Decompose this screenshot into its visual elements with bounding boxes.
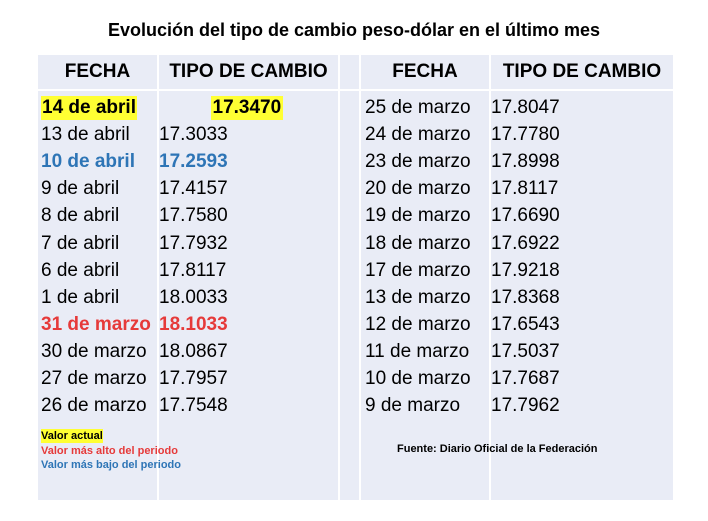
rate-cell: 17.7687 bbox=[491, 368, 560, 389]
date-cell: 8 de abril bbox=[41, 205, 120, 227]
rate-cell: 17.3033 bbox=[159, 124, 228, 146]
rate-cell: 17.8368 bbox=[491, 286, 560, 308]
rate-cell: 18.0033 bbox=[159, 286, 228, 308]
rate-cell: 17.7580 bbox=[159, 205, 228, 227]
date-cell: 10 de abril bbox=[41, 151, 135, 173]
header-rule bbox=[38, 89, 673, 91]
date-cell: 31 de marzo bbox=[41, 313, 151, 335]
legend-item: Valor más alto del periodo bbox=[41, 444, 178, 457]
date-cell: 17 de marzo bbox=[365, 259, 471, 281]
rate-cell: 17.7780 bbox=[491, 124, 560, 146]
rate-cell: 17.8998 bbox=[491, 151, 560, 173]
legend-item: Valor actual bbox=[41, 429, 103, 443]
date-cell: 11 de marzo bbox=[365, 340, 470, 362]
date-cell: 13 de abril bbox=[41, 124, 130, 146]
date-cell: 1 de abril bbox=[41, 286, 120, 308]
column-header: TIPO DE CAMBIO bbox=[502, 61, 662, 82]
date-cell: 27 de marzo bbox=[41, 368, 147, 389]
date-cell: 23 de marzo bbox=[365, 151, 471, 173]
rate-cell: 17.7962 bbox=[491, 395, 560, 417]
rate-cell: 17.6543 bbox=[491, 313, 560, 335]
column-bg bbox=[491, 55, 673, 500]
date-cell: 9 de marzo bbox=[365, 395, 461, 417]
source: Fuente: Diario Oficial de la Federación bbox=[397, 443, 598, 455]
date-cell: 20 de marzo bbox=[365, 178, 471, 200]
date-cell: 13 de marzo bbox=[365, 286, 471, 308]
legend-item: Valor más bajo del periodo bbox=[41, 459, 181, 471]
column-header: FECHA bbox=[64, 61, 131, 82]
date-cell: 19 de marzo bbox=[365, 205, 471, 227]
title: Evolución del tipo de cambio peso-dólar … bbox=[107, 20, 601, 40]
rate-cell: 17.7957 bbox=[159, 368, 228, 389]
date-cell: 12 de marzo bbox=[365, 313, 471, 335]
column-header: FECHA bbox=[392, 61, 458, 82]
date-cell: 10 de marzo bbox=[365, 368, 471, 389]
rate-cell: 17.2593 bbox=[159, 151, 228, 173]
rate-cell: 18.1033 bbox=[159, 313, 228, 335]
rate-cell: 17.4157 bbox=[159, 178, 228, 200]
column-bg bbox=[361, 55, 489, 500]
rate-cell: 17.7932 bbox=[159, 232, 228, 254]
column-bg bbox=[159, 55, 338, 500]
date-cell: 26 de marzo bbox=[41, 395, 147, 417]
date-cell: 7 de abril bbox=[41, 232, 120, 254]
rate-cell: 17.8117 bbox=[491, 178, 559, 200]
date-cell: 30 de marzo bbox=[41, 340, 147, 362]
rate-cell: 17.8117 bbox=[159, 259, 227, 281]
column-bg bbox=[340, 55, 359, 500]
column-header: TIPO DE CAMBIO bbox=[169, 61, 328, 82]
date-cell: 9 de abril bbox=[41, 178, 120, 200]
date-cell: 18 de marzo bbox=[365, 232, 471, 254]
rate-cell: 17.9218 bbox=[491, 259, 560, 281]
rate-cell: 17.8047 bbox=[491, 97, 560, 118]
date-cell: 25 de marzo bbox=[365, 97, 471, 118]
rate-cell: 17.7548 bbox=[159, 395, 228, 417]
column-bg bbox=[38, 55, 157, 500]
date-cell: 24 de marzo bbox=[365, 124, 471, 146]
date-cell: 6 de abril bbox=[41, 259, 120, 281]
date-cell: 14 de abril bbox=[41, 96, 137, 120]
rate-cell: 18.0867 bbox=[159, 340, 228, 362]
rate-cell: 17.6922 bbox=[491, 232, 560, 254]
rate-cell: 17.6690 bbox=[491, 205, 560, 227]
rate-cell: 17.3470 bbox=[210, 96, 284, 120]
rate-cell: 17.5037 bbox=[491, 340, 560, 362]
